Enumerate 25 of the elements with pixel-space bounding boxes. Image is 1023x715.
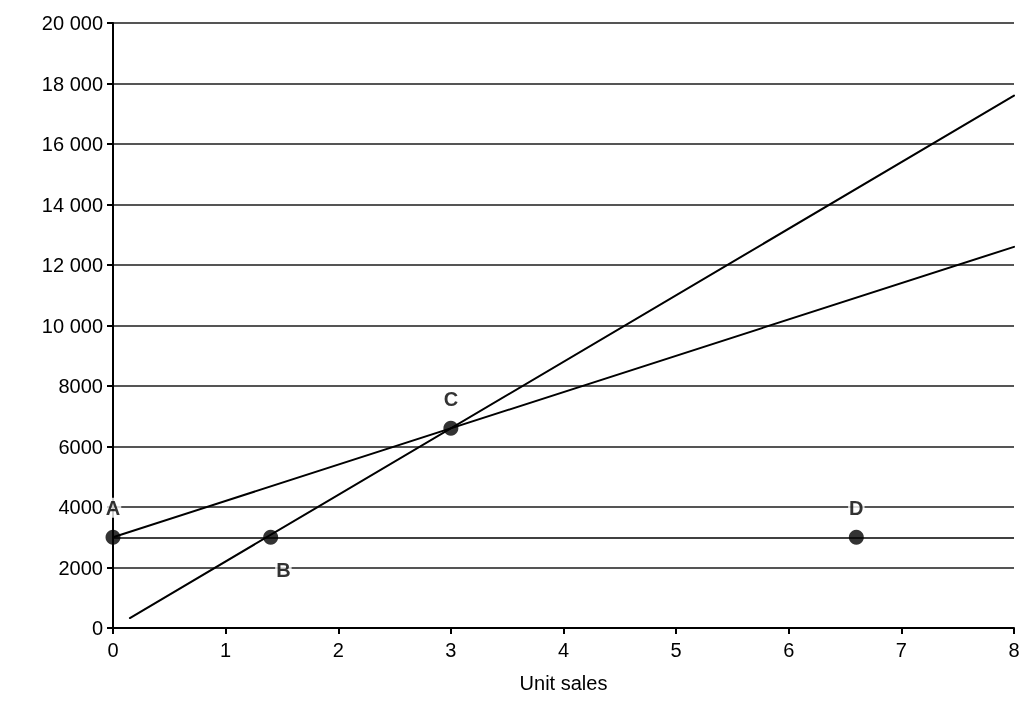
y-tick-label: 18 000 — [41, 72, 103, 95]
x-tick-label: 7 — [895, 639, 907, 661]
x-tick-label: 8 — [1008, 639, 1020, 661]
x-tick-label: 1 — [220, 639, 232, 661]
x-tick-label: 3 — [445, 639, 457, 661]
x-tick-label: 6 — [783, 639, 795, 661]
y-tick-label: 10 000 — [41, 314, 103, 337]
y-tick-label: 8000 — [58, 375, 103, 397]
y-tick-label: 20 000 — [41, 12, 103, 34]
data-label: A — [105, 496, 121, 519]
y-tick-label: 12 000 — [41, 254, 103, 276]
x-tick-label: 2 — [332, 639, 344, 661]
x-tick-label: 5 — [670, 639, 682, 661]
y-tick-label: 16 000 — [41, 133, 103, 155]
data-label: B — [276, 558, 291, 581]
data-label: C — [443, 387, 459, 410]
y-tick-label: 0 — [91, 617, 103, 639]
y-tick-label: 4000 — [58, 496, 103, 518]
x-tick-label: 0 — [107, 639, 119, 661]
x-tick-label: 4 — [557, 639, 570, 661]
data-label: D — [849, 496, 864, 519]
y-tick-label: 2000 — [58, 556, 103, 579]
x-axis-title: Unit sales — [519, 672, 608, 694]
y-tick-label: 14 000 — [41, 193, 103, 216]
y-tick-label: 6000 — [58, 435, 103, 458]
